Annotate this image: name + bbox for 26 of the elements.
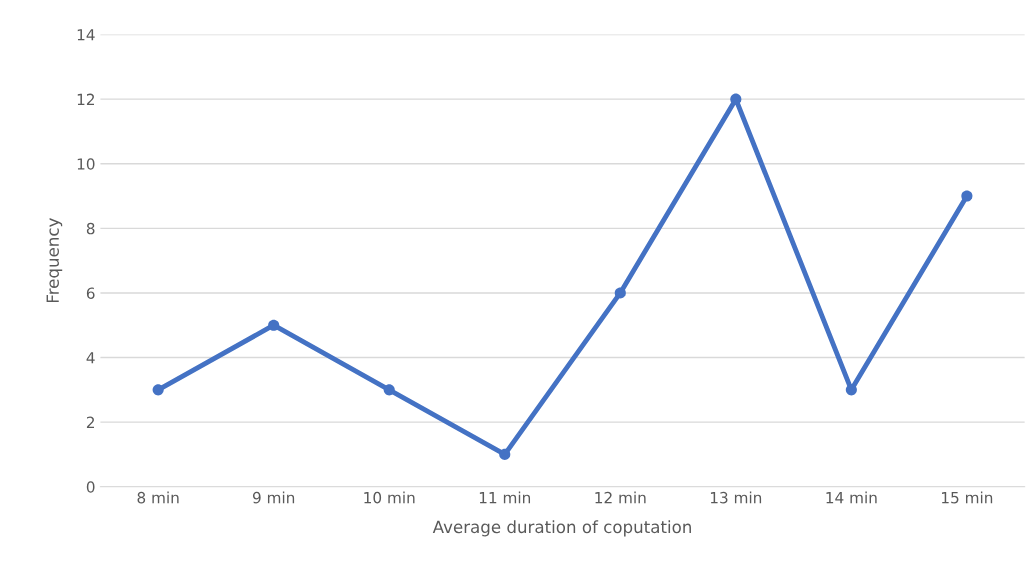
x-tick-label: 10 min [364, 491, 415, 504]
x-tick-label: 12 min [595, 491, 646, 504]
point [383, 384, 395, 396]
y-tick-label: 14 [77, 29, 95, 41]
y-tick-label: 2 [86, 416, 94, 428]
point [152, 384, 164, 396]
x-tick-label: 11 min [479, 491, 531, 504]
y-tick-label: 6 [86, 287, 95, 299]
point [845, 384, 857, 396]
point [614, 287, 626, 299]
point [268, 319, 280, 331]
x-tick-label: 9 min [252, 491, 295, 504]
y-tick-label: 8 [86, 222, 95, 235]
x-tick-label: 14 min [826, 491, 877, 504]
y-tick-label: 4 [86, 352, 95, 364]
y-tick-label: 10 [77, 158, 95, 170]
y-tick-label: 0 [86, 481, 95, 493]
y-tick-label: 12 [77, 93, 94, 105]
x-tick-label: 8 min [137, 491, 179, 504]
point [961, 190, 973, 202]
x-tick-label: 13 min [710, 491, 762, 504]
x-axis-title: Average duration of coputation [432, 520, 691, 537]
point [499, 448, 511, 460]
y-axis-title: Frequency [46, 218, 63, 303]
point [730, 93, 742, 105]
x-tick-label: 15 min [942, 491, 993, 504]
